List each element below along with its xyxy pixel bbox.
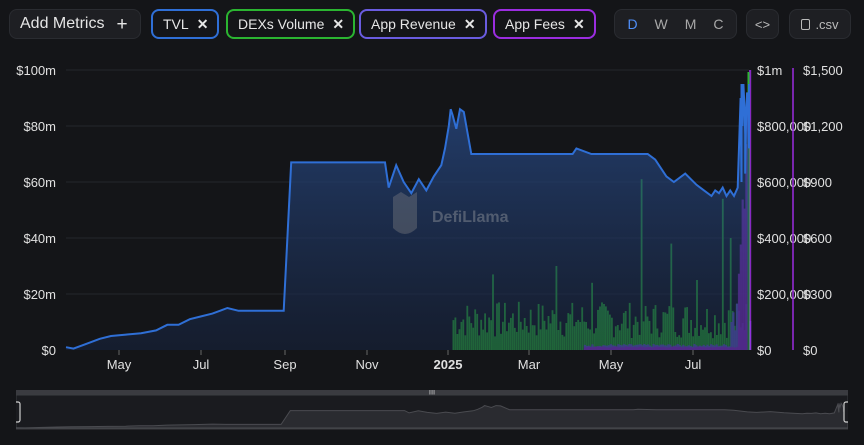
y-axis-left: $0 $20m $40m $60m $80m $100m [16, 63, 56, 358]
app-fees-bar [749, 70, 752, 350]
y-axis-right-secondary: $0 $300 $600 $900 $1,200 $1,500 [803, 63, 843, 358]
metric-chip-label: App Fees [505, 16, 565, 32]
y-right-secondary-tick-label: $0 [803, 343, 817, 358]
slider-left-handle[interactable] [16, 401, 21, 423]
y-right-secondary-tick-label: $600 [803, 231, 832, 246]
x-tick-label: May [599, 357, 624, 372]
y-right-primary-tick-label: $1m [757, 63, 782, 78]
metric-chip-label: DEXs Volume [238, 16, 325, 32]
close-icon[interactable]: ✕ [572, 15, 585, 32]
x-tick-label: Nov [355, 357, 379, 372]
y-axis-right-primary: $0 $200,000 $400,000 $600,000 $800,000 $1m [757, 63, 811, 358]
x-tick-label: Mar [518, 357, 541, 372]
slider-right-handle[interactable] [843, 401, 848, 423]
defillama-watermark: DefiLlama [393, 192, 509, 234]
period-week-button[interactable]: W [654, 16, 668, 32]
y-right-primary-tick-label: $200,000 [757, 287, 811, 302]
close-icon[interactable]: ✕ [332, 15, 345, 32]
y-right-primary-tick-label: $0 [757, 343, 771, 358]
y-left-tick-label: $60m [23, 175, 56, 190]
y-left-tick-label: $80m [23, 119, 56, 134]
y-right-primary-tick-label: $800,000 [757, 119, 811, 134]
metric-chip-app-revenue[interactable]: App Revenue ✕ [359, 9, 487, 39]
metric-chip-label: App Revenue [371, 16, 456, 32]
add-metrics-label: Add Metrics [20, 15, 105, 32]
add-metrics-button[interactable]: Add Metrics + [9, 9, 141, 39]
y-right-secondary-tick-label: $1,200 [803, 119, 843, 134]
range-slider[interactable]: ||| [16, 390, 848, 430]
y-right-secondary-tick-label: $900 [803, 175, 832, 190]
x-axis: May Jul Sep Nov 2025 Mar May Jul [107, 350, 702, 372]
close-icon[interactable]: ✕ [463, 15, 476, 32]
metrics-chart: DefiLlama $0 $20m $40m $60m $80m $100m $0 $200… [16, 63, 843, 372]
x-tick-label: Jul [685, 357, 702, 372]
tvl-area [66, 84, 749, 350]
llama-logo-icon [393, 192, 417, 234]
y-left-tick-label: $40m [23, 231, 56, 246]
slider-preview-area [16, 402, 848, 429]
tvl-line [65, 83, 750, 350]
metric-chip-app-fees[interactable]: App Fees ✕ [493, 9, 596, 39]
metric-chip-dexs-volume[interactable]: DEXs Volume ✕ [226, 9, 356, 39]
y-right-primary-tick-label: $600,000 [757, 175, 811, 190]
y-right-secondary-tick-label: $1,500 [803, 63, 843, 78]
x-tick-label: May [107, 357, 132, 372]
y-right-primary-tick-label: $400,000 [757, 231, 811, 246]
period-month-button[interactable]: M [684, 16, 697, 32]
csv-download-button[interactable]: .csv [789, 9, 851, 39]
period-day-button[interactable]: D [627, 16, 638, 32]
csv-label: .csv [815, 16, 839, 32]
embed-button[interactable]: <> [746, 9, 779, 39]
code-icon: <> [754, 16, 771, 32]
metric-chip-label: TVL [163, 16, 189, 32]
chart-toolbar: Add Metrics + TVL ✕ DEXs Volume ✕ App Re… [0, 0, 864, 48]
watermark-text: DefiLlama [432, 209, 509, 226]
y-right-secondary-tick-label: $300 [803, 287, 832, 302]
period-selector: D W M C [614, 9, 737, 39]
plus-icon: + [116, 13, 128, 35]
x-tick-label: Jul [193, 357, 210, 372]
x-tick-label: Sep [273, 357, 296, 372]
y-left-tick-label: $100m [16, 63, 56, 78]
y-left-tick-label: $20m [23, 287, 56, 302]
metric-chip-tvl[interactable]: TVL ✕ [151, 9, 220, 39]
slider-grip-icon[interactable]: ||| [429, 390, 435, 397]
close-icon[interactable]: ✕ [196, 15, 209, 32]
x-tick-label: 2025 [434, 357, 463, 372]
y-left-tick-label: $0 [42, 343, 56, 358]
file-icon [801, 18, 811, 30]
slider-track-top[interactable] [16, 390, 848, 395]
period-cumulative-button[interactable]: C [713, 16, 724, 32]
